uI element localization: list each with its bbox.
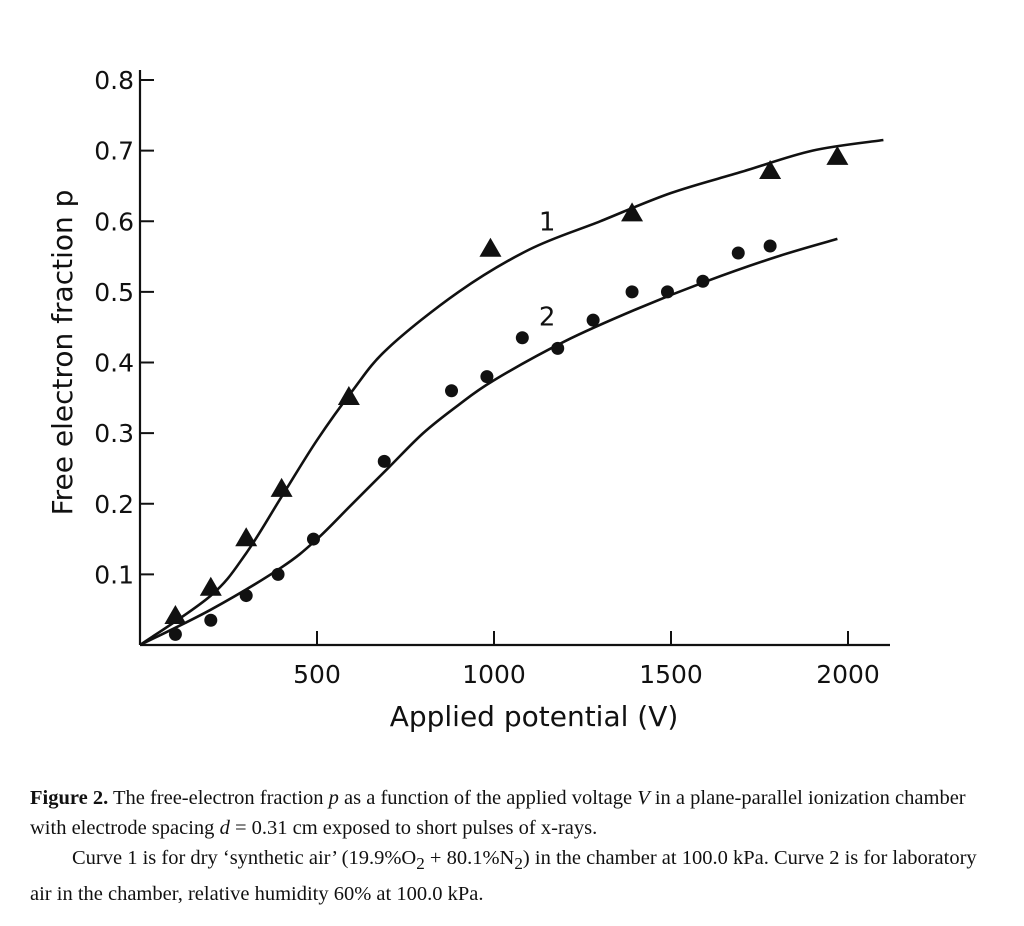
data-point-circle	[660, 285, 674, 299]
data-point-triangle	[199, 576, 222, 596]
data-point-triangle	[759, 160, 782, 180]
fit-curve-2	[139, 237, 838, 647]
data-point-triangle	[479, 237, 502, 257]
x-tick-label: 1000	[462, 660, 526, 689]
data-point-circle	[204, 613, 218, 627]
curve-label: 1	[539, 207, 556, 237]
caption-text: = 0.31 cm exposed to short pulses of x-r…	[229, 817, 598, 839]
y-tick-label: 0.8	[94, 66, 134, 95]
caption-text: + 80.1%N	[424, 847, 515, 869]
data-point-circle	[551, 341, 565, 355]
caption-text: in a plane-parallel ionization chamber w…	[30, 787, 966, 839]
data-point-circle	[696, 274, 710, 288]
y-tick-label: 0.4	[94, 349, 134, 378]
data-point-triangle	[621, 202, 644, 222]
data-point-triangle	[270, 477, 293, 497]
data-point-circle	[377, 454, 391, 468]
data-point-triangle	[164, 604, 187, 624]
caption-text: as a function of the applied voltage	[338, 787, 638, 809]
caption-var-p: p	[328, 787, 339, 809]
y-tick-label: 0.5	[94, 278, 134, 307]
data-point-triangle	[337, 386, 360, 406]
y-tick-label: 0.1	[94, 560, 134, 589]
y-axis-title: Free electron fraction p	[46, 190, 79, 516]
caption-subscript: 2	[514, 854, 523, 874]
figure-label: Figure 2.	[30, 787, 109, 809]
caption-var-v: V	[637, 787, 650, 809]
figure-caption: Figure 2. The free-electron fraction p a…	[30, 783, 990, 909]
caption-text: Curve 1 is for dry ‘synthetic air’ (19.9…	[72, 847, 417, 869]
chart: 0.1 0.2 0.3 0.4 0.5 0.6 0.7 0.8 500 1000 1500 2000 A…	[46, 66, 890, 733]
data-point-circle	[271, 567, 285, 581]
x-tick-label: 1500	[639, 660, 703, 689]
axes	[138, 70, 890, 647]
data-point-triangle	[235, 527, 258, 547]
y-tick-label: 0.3	[94, 419, 134, 448]
data-point-circle	[239, 589, 253, 603]
data-point-circle	[763, 239, 777, 253]
caption-subscript: 2	[416, 854, 425, 874]
y-tick-label: 0.7	[94, 137, 134, 166]
curve-label: 2	[539, 303, 556, 333]
data-point-circle	[625, 285, 639, 299]
fit-curve-1	[139, 138, 884, 647]
caption-var-d: d	[219, 817, 230, 839]
caption-text: The free-electron fraction	[108, 787, 329, 809]
data-point-circle	[480, 370, 494, 384]
y-tick-label: 0.6	[94, 207, 134, 236]
caption-text: ) in the chamber at 100.0 kPa. Curve 2 i…	[30, 847, 977, 906]
data-point-circle	[168, 627, 182, 641]
x-tick-label: 500	[293, 660, 341, 689]
data-point-circle	[586, 313, 600, 327]
data-point-triangle	[826, 145, 849, 165]
data-point-circle	[515, 331, 529, 345]
fit-curves	[139, 138, 884, 647]
data-point-circle	[445, 384, 459, 398]
y-tick-label: 0.2	[94, 490, 134, 519]
labels: 0.1 0.2 0.3 0.4 0.5 0.6 0.7 0.8 500 1000 1500 2000 A…	[46, 66, 880, 733]
data-point-circle	[306, 532, 320, 546]
data-point-circle	[731, 246, 745, 260]
x-axis-title: Applied potential (V)	[390, 700, 679, 733]
data-points	[164, 145, 849, 641]
x-tick-label: 2000	[816, 660, 880, 689]
